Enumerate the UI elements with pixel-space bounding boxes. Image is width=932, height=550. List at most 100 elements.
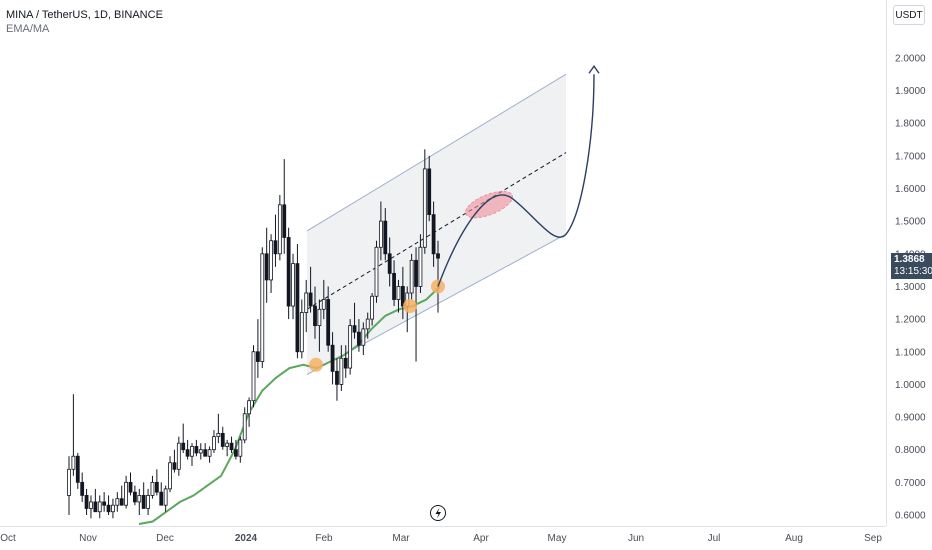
candle-body <box>348 325 353 369</box>
time-tick-label: 2024 <box>235 533 258 544</box>
candle <box>436 240 440 313</box>
candle <box>212 430 216 453</box>
candle <box>282 159 287 254</box>
price-tick-label: 2.0000 <box>895 53 926 64</box>
candle <box>119 485 124 506</box>
candle <box>317 299 322 352</box>
candle <box>89 495 93 519</box>
candle <box>97 495 102 519</box>
candle-body <box>286 237 291 307</box>
candle-body <box>132 491 137 503</box>
candle <box>234 439 238 460</box>
candle <box>242 407 247 444</box>
candle-body <box>255 351 260 362</box>
candle <box>146 488 150 515</box>
candle-body <box>436 253 440 259</box>
candle <box>220 426 225 450</box>
touch-marker <box>403 299 417 314</box>
candle <box>141 482 146 509</box>
candle <box>207 446 212 463</box>
candle-body <box>260 253 265 362</box>
candle <box>181 423 186 453</box>
candle-body <box>264 253 269 281</box>
candle <box>330 332 335 385</box>
candle <box>185 439 190 460</box>
symbol-title: MINA / TetherUS, 1D, BINANCE <box>6 9 163 21</box>
candle-body <box>216 432 221 438</box>
candle-body <box>124 481 129 506</box>
candle <box>357 319 361 352</box>
candle <box>343 345 348 378</box>
candle-body <box>273 240 278 255</box>
candle <box>321 279 326 320</box>
candle <box>264 227 269 303</box>
candle-body <box>207 449 212 457</box>
candle <box>198 443 203 460</box>
candle-body <box>304 292 309 313</box>
candle-body <box>414 259 418 287</box>
candle <box>150 475 155 499</box>
time-tick-label: Mar <box>392 533 410 544</box>
candle <box>427 155 432 222</box>
time-tick-label: Feb <box>315 533 333 544</box>
candle-body <box>168 462 172 490</box>
candle-body <box>343 357 348 369</box>
candle <box>251 345 256 408</box>
price-tick-label: 1.8000 <box>895 119 926 130</box>
candle-body <box>313 305 317 327</box>
candle-body <box>392 272 396 300</box>
lightning-icon[interactable] <box>430 505 446 521</box>
candle-body <box>357 331 361 346</box>
indicator-label[interactable]: EMA/MA <box>6 23 50 35</box>
candle <box>132 485 137 506</box>
time-tick-label: Jul <box>708 533 721 544</box>
candle <box>168 456 172 493</box>
candle-body <box>225 442 230 447</box>
candle-body <box>295 263 300 353</box>
candle <box>159 482 164 506</box>
candle-body <box>378 220 383 248</box>
candle-body <box>97 501 102 513</box>
candle-body <box>308 292 313 307</box>
candle-body <box>84 495 89 509</box>
projection-curve <box>437 74 595 287</box>
candle-body <box>365 318 370 330</box>
last-price-tag: 1.3868 13:15:30 <box>891 253 932 279</box>
candle-body <box>194 446 199 454</box>
candle-body <box>409 259 414 294</box>
candle <box>431 201 436 267</box>
candle-body <box>352 325 357 333</box>
candle <box>295 244 300 359</box>
candle-body <box>234 449 238 457</box>
time-axis[interactable]: Oct Nov Dec 2024 Feb Mar Apr May Jun Jul Aug Sep <box>0 526 886 545</box>
candle <box>392 260 396 307</box>
candle-body <box>418 246 423 287</box>
price-tick-label: 1.0000 <box>895 380 926 391</box>
candle <box>102 492 107 512</box>
candle-body <box>291 263 295 307</box>
candle-body <box>427 168 432 216</box>
time-tick-label: Nov <box>79 533 97 544</box>
candle-body <box>374 246 379 297</box>
candle-body <box>176 442 181 470</box>
time-tick-label: Oct <box>0 533 16 544</box>
candle-body <box>220 432 225 447</box>
touch-marker <box>309 357 323 372</box>
candle-body <box>317 308 322 327</box>
candle-body <box>326 299 331 346</box>
candle-body <box>172 462 177 470</box>
candle <box>124 475 129 509</box>
time-tick-label: Jun <box>628 533 644 544</box>
candle <box>115 492 120 512</box>
currency-button[interactable]: USDT <box>893 5 925 25</box>
candle-body <box>102 501 107 506</box>
candle-body <box>238 439 243 457</box>
candle <box>273 214 278 267</box>
chart-legend: MINA / TetherUS, 1D, BINANCE EMA/MA <box>6 8 163 36</box>
time-tick-label: Apr <box>473 533 489 544</box>
candle <box>352 302 357 339</box>
candle <box>387 237 392 287</box>
candle <box>260 247 265 369</box>
candle <box>339 345 344 391</box>
